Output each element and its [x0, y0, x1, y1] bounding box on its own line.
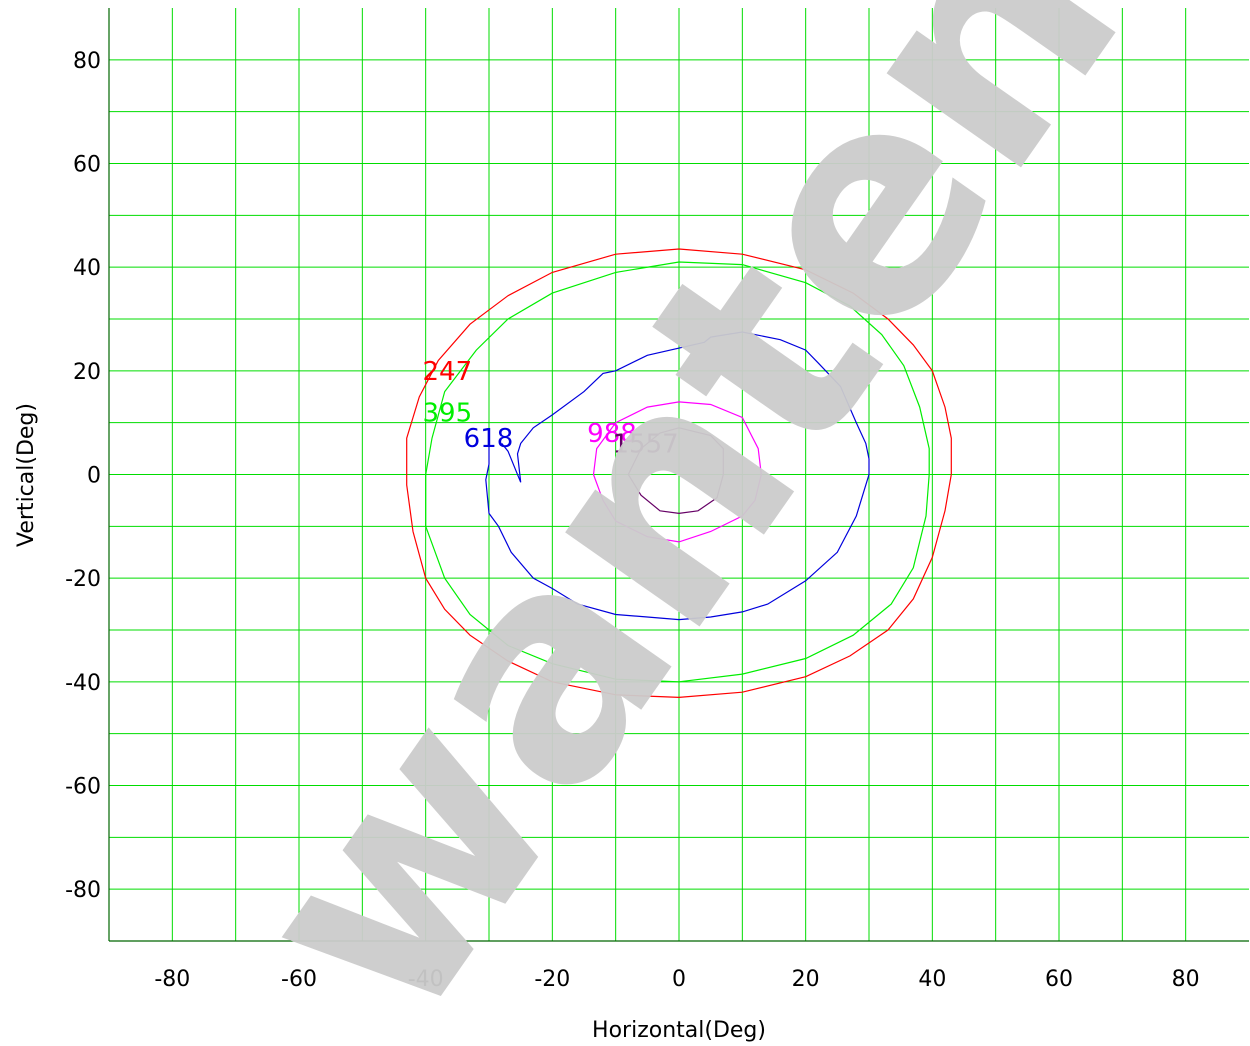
- y-tick-label: 60: [73, 153, 101, 178]
- x-tick-label: 0: [672, 967, 686, 992]
- contour-label-395: 395: [423, 398, 473, 428]
- plot-frame: [108, 8, 1249, 942]
- y-tick-label: 0: [87, 464, 101, 489]
- y-tick-label: 80: [73, 49, 101, 74]
- y-tick-label: 20: [73, 360, 101, 385]
- y-axis-label: Vertical(Deg): [14, 403, 39, 547]
- contour-series: [406, 248, 952, 699]
- x-tick-labels: -80 -60 -40 -20 0 20 40 60 80: [154, 967, 1199, 992]
- contour-label-247: 247: [423, 357, 473, 387]
- grid-lines: [109, 8, 1249, 941]
- contour-label-988: 988: [587, 419, 637, 449]
- y-tick-labels: 80 60 40 20 0 -20 -40 -60 -80: [65, 49, 101, 903]
- contour-line-618: [485, 331, 870, 621]
- x-tick-label: -80: [154, 967, 190, 992]
- y-tick-label: -40: [65, 671, 101, 696]
- y-tick-label: -80: [65, 878, 101, 903]
- y-tick-label: 40: [73, 256, 101, 281]
- x-tick-label: 40: [918, 967, 946, 992]
- y-tick-label: -20: [65, 567, 101, 592]
- contour-label-618: 618: [464, 424, 514, 454]
- x-tick-label: -40: [408, 967, 444, 992]
- contour-label-1557: 1557: [613, 429, 679, 459]
- x-tick-label: -60: [281, 967, 317, 992]
- contour-line-247: [406, 248, 952, 699]
- x-axis-label: Horizontal(Deg): [592, 1018, 766, 1043]
- contour-line-988: [592, 401, 762, 543]
- x-tick-label: 60: [1045, 967, 1073, 992]
- contour-line-395: [425, 261, 930, 683]
- x-tick-label: 80: [1172, 967, 1200, 992]
- x-tick-label: 20: [792, 967, 820, 992]
- contour-line-1557: [627, 427, 724, 515]
- y-tick-label: -60: [65, 775, 101, 800]
- x-tick-label: -20: [534, 967, 570, 992]
